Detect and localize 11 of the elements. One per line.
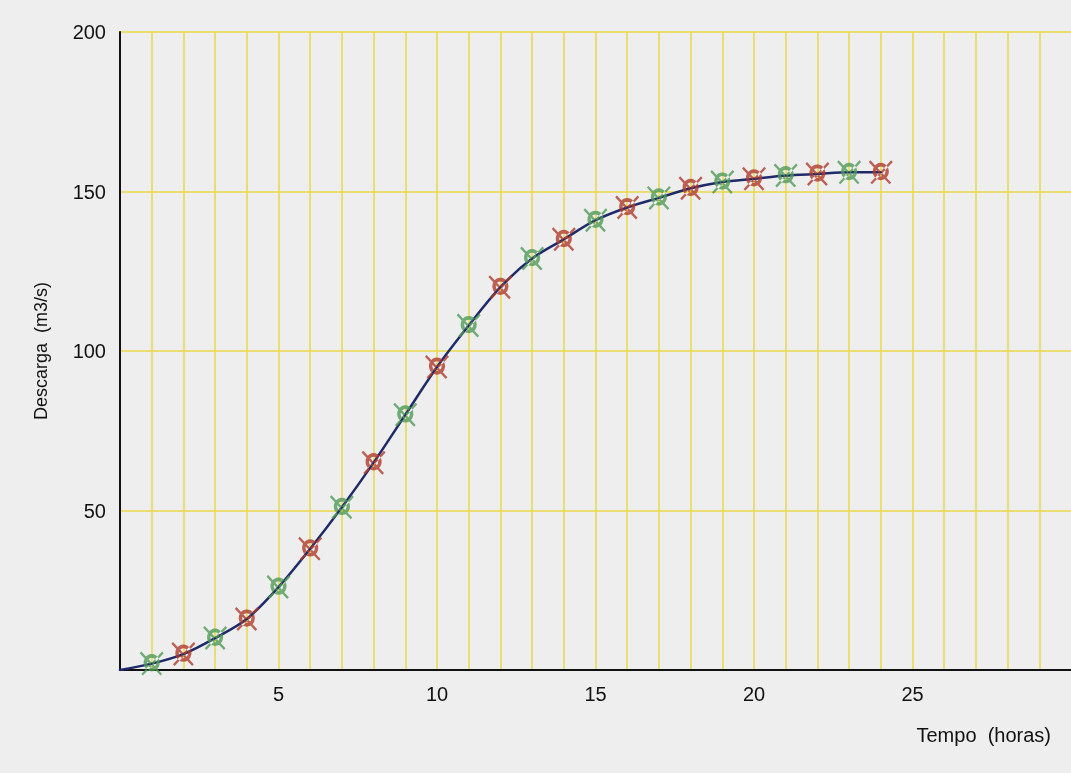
x-tick-label: 5 — [272, 683, 285, 705]
y-axis-title: Descarga (m3/s) — [31, 281, 51, 421]
x-tick-label: 20 — [742, 683, 766, 705]
y-tick-label: 200 — [72, 21, 106, 43]
x-tick-label: 25 — [901, 683, 924, 705]
y-tick-label: 150 — [72, 180, 106, 203]
x-tick-label: 15 — [584, 683, 607, 705]
y-tick-label: 50 — [83, 499, 106, 522]
x-axis-title: Tempo (horas) — [916, 724, 1051, 746]
x-tick-label: 10 — [425, 683, 449, 705]
y-tick-label: 100 — [72, 340, 106, 362]
